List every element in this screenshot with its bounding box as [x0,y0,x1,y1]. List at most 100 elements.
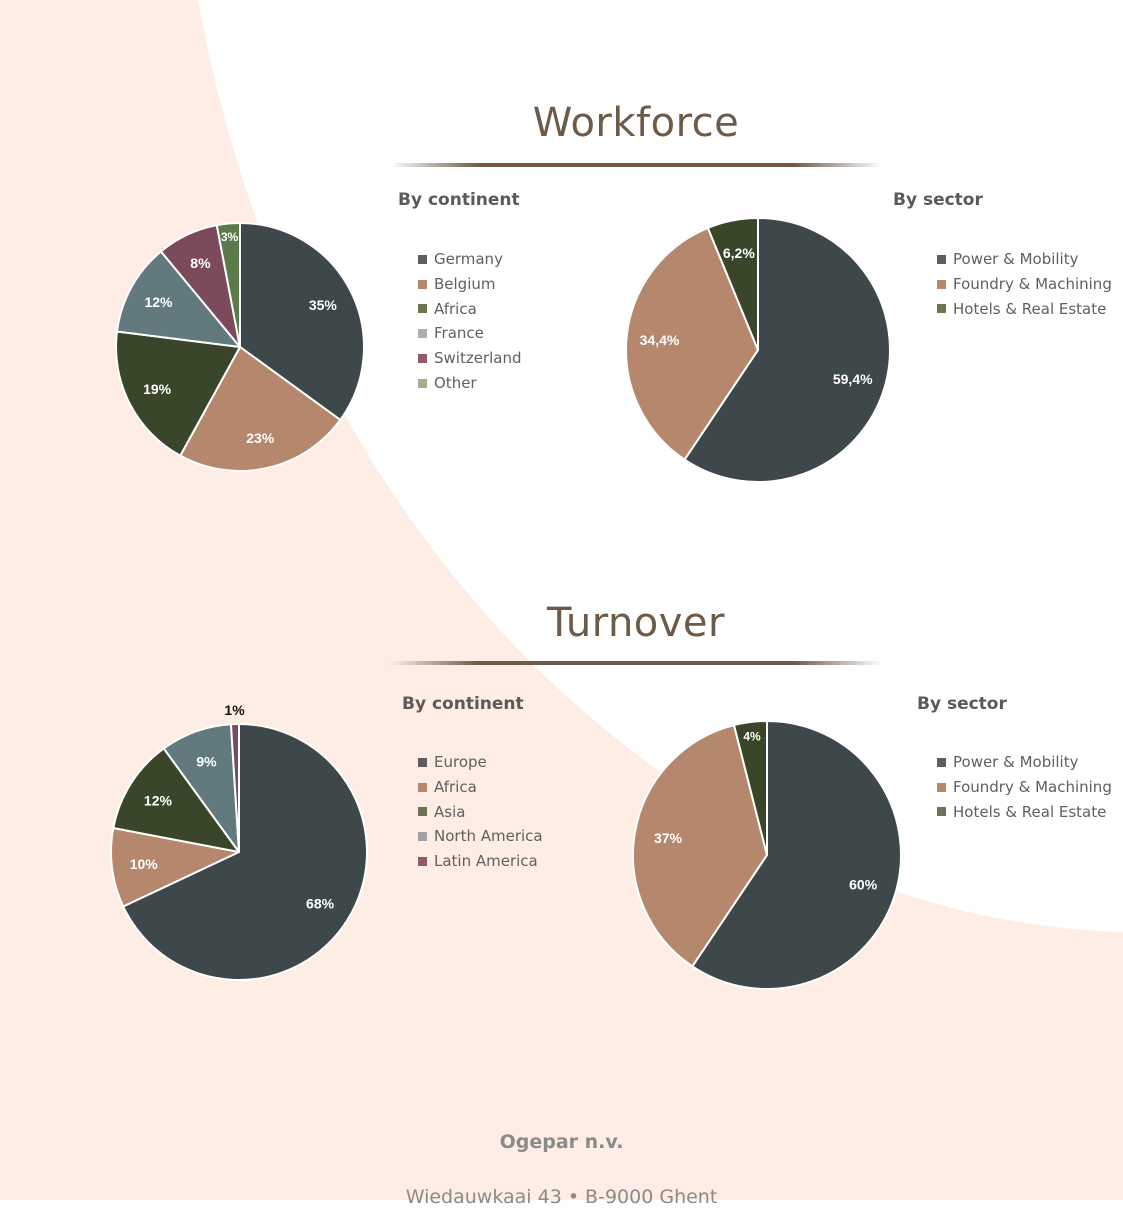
legend-swatch [937,279,946,289]
legend-item: Africa [418,297,522,322]
turnover-continent-heading: By continent [402,694,524,714]
legend-item: France [418,321,522,346]
legend-item: Latin America [418,849,543,874]
legend-item: Germany [418,247,522,272]
legend-item: Asia [418,800,543,825]
legend-item: Hotels & Real Estate [937,297,1112,322]
legend-item: Africa [418,775,543,800]
legend-label: Africa [434,299,477,318]
legend-label: Power & Mobility [953,250,1079,268]
pie-slice-africa [110,827,240,908]
legend-label: Europe [434,753,487,771]
legend-label: Belgium [434,274,496,293]
legend-label: North America [434,827,543,846]
legend-label: Other [434,373,477,392]
legend-label: Hotels & Real Estate [953,802,1107,821]
legend-item: Other [418,371,522,396]
pie-label-power-mobility: 59,4% [833,371,873,387]
legend-swatch [418,807,427,817]
workforce-continent-heading: By continent [398,190,520,210]
pie-label-germany: 35% [309,297,338,313]
legend-turnover-continent: Europe Africa Asia North America Latin Ameri… [418,750,543,874]
turnover-divider [390,661,882,665]
legend-item: Hotels & Real Estate [937,800,1112,825]
legend-label: Africa [434,777,477,796]
legend-item: North America [418,824,543,849]
pie-label-belgium: 23% [246,430,275,446]
legend-label: Hotels & Real Estate [953,299,1107,318]
legend-label: France [434,324,484,343]
legend-swatch [937,807,946,817]
pie-label-asia: 12% [144,793,173,809]
pie-label-africa: 19% [143,381,172,397]
pie-slice-foundry-machining [632,724,768,968]
pie-label-foundry-machining: 34,4% [640,332,680,348]
turnover-sector-heading: By sector [917,694,1007,714]
legend-swatch [937,304,946,314]
pie-label-north-america: 9% [196,754,217,770]
pie-label-other: 3% [221,230,239,244]
footer-address: Wiedauwkaai 43 • B-9000 Ghent [405,1186,718,1208]
workforce-divider [390,163,882,167]
legend-workforce-sector: Power & Mobility Foundry & Machining Hotel… [937,247,1112,321]
pie-slice-foundry-machining [625,226,759,461]
legend-item: Belgium [418,272,522,297]
legend-item: Europe [418,750,543,775]
legend-item: Foundry & Machining [937,775,1112,800]
pie-slice-latin-america [229,723,240,853]
pie-label-latin-america: 1% [224,702,245,718]
workforce-sector-heading: By sector [893,190,983,210]
legend-label: Foundry & Machining [953,777,1112,796]
legend-swatch [418,832,427,842]
legend-item: Foundry & Machining [937,272,1112,297]
pie-slice-africa [115,330,241,457]
workforce-title: Workforce [532,100,740,146]
legend-item: Power & Mobility [937,247,1112,272]
legend-swatch [418,757,427,767]
pie-slice-power-mobility [683,217,891,483]
legend-label: Asia [434,802,466,821]
pie-label-foundry-machining: 37% [654,830,683,846]
pie-label-africa: 10% [130,856,159,872]
pie-slice-france [115,250,241,348]
legend-swatch [418,304,427,314]
legend-swatch [418,378,427,388]
pie-slice-hotels-real-estate [732,720,768,856]
legend-swatch [418,782,427,792]
legend-turnover-sector: Power & Mobility Foundry & Machining Hotel… [937,750,1112,824]
pie-slice-other [215,222,241,348]
legend-swatch [418,857,427,867]
pie-label-france: 12% [144,294,173,310]
legend-label: Foundry & Machining [953,274,1112,293]
pie-slice-europe [122,723,368,981]
pie-slice-belgium [179,346,342,472]
legend-swatch [937,757,946,767]
legend-swatch [937,254,946,264]
footer-company-name: Ogepar n.v. [499,1131,624,1153]
pie-label-switzerland: 8% [190,255,211,271]
legend-swatch [418,354,427,364]
pie-slice-hotels-real-estate [706,217,759,351]
legend-label: Latin America [434,852,538,871]
pie-slice-germany [239,222,365,421]
legend-workforce-continent: Germany Belgium Africa France Switzerland Oth… [418,247,522,396]
legend-swatch [418,254,427,264]
legend-label: Power & Mobility [953,753,1079,771]
pie-label-europe: 68% [306,895,335,911]
legend-swatch [418,279,427,289]
turnover-title: Turnover [546,600,725,646]
legend-swatch [418,329,427,339]
pie-slice-power-mobility [691,720,902,990]
legend-label: Switzerland [434,349,522,368]
legend-item: Switzerland [418,346,522,371]
legend-label: Germany [434,250,503,268]
pie-label-hotels-real-estate: 4% [743,729,761,743]
pie-slice-asia [112,747,240,853]
legend-item: Power & Mobility [937,750,1112,775]
pie-label-power-mobility: 60% [849,876,878,892]
pie-label-hotels-real-estate: 6,2% [723,245,755,261]
